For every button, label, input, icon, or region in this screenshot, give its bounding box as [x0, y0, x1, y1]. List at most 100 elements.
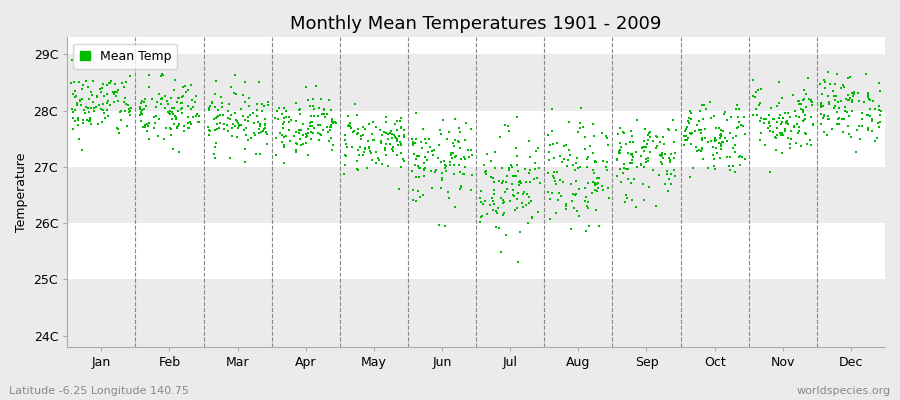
- Point: [781, 110, 796, 116]
- Point: [490, 207, 504, 214]
- Point: [816, 128, 831, 135]
- Point: [616, 169, 630, 176]
- Point: [682, 119, 697, 126]
- Point: [682, 130, 697, 136]
- Point: [842, 113, 856, 120]
- Point: [347, 101, 362, 108]
- Point: [171, 121, 185, 127]
- Point: [626, 139, 640, 145]
- Point: [90, 121, 104, 128]
- Point: [379, 114, 393, 120]
- Point: [366, 137, 381, 144]
- Point: [517, 204, 531, 210]
- Point: [639, 159, 653, 166]
- Point: [590, 188, 605, 194]
- Point: [487, 190, 501, 197]
- Point: [714, 131, 728, 138]
- Point: [155, 95, 169, 102]
- Point: [494, 195, 508, 201]
- Point: [768, 133, 782, 140]
- Point: [442, 129, 456, 135]
- Point: [866, 98, 880, 104]
- Point: [205, 100, 220, 106]
- Point: [868, 138, 883, 144]
- Point: [86, 92, 100, 99]
- Point: [613, 124, 627, 131]
- Point: [394, 150, 409, 156]
- Point: [183, 119, 197, 125]
- Point: [384, 128, 399, 134]
- Point: [457, 137, 472, 144]
- Point: [662, 159, 677, 166]
- Point: [512, 178, 526, 185]
- Point: [351, 130, 365, 136]
- Point: [513, 229, 527, 236]
- Point: [714, 140, 728, 147]
- Point: [299, 130, 313, 137]
- Point: [164, 95, 178, 101]
- Point: [660, 171, 674, 177]
- Point: [814, 91, 829, 98]
- Point: [634, 161, 648, 167]
- Point: [442, 194, 456, 201]
- Point: [508, 173, 523, 179]
- Point: [418, 165, 433, 172]
- Point: [587, 170, 601, 176]
- Point: [444, 151, 458, 158]
- Point: [552, 190, 566, 196]
- Point: [392, 133, 407, 139]
- Point: [248, 132, 262, 138]
- Point: [708, 138, 723, 144]
- Point: [284, 117, 298, 123]
- Point: [324, 124, 338, 130]
- Point: [112, 130, 126, 136]
- Point: [323, 126, 338, 133]
- Point: [599, 166, 614, 173]
- Point: [201, 124, 215, 130]
- Point: [258, 121, 273, 127]
- Point: [406, 142, 420, 148]
- Point: [871, 120, 886, 126]
- Point: [720, 117, 734, 124]
- Point: [472, 218, 487, 225]
- Point: [589, 159, 603, 165]
- Point: [108, 81, 122, 88]
- Point: [392, 138, 407, 145]
- Point: [157, 136, 171, 143]
- Point: [392, 186, 407, 192]
- Point: [236, 112, 250, 119]
- Point: [476, 201, 491, 207]
- Point: [72, 79, 86, 85]
- Point: [277, 105, 292, 112]
- Point: [246, 110, 260, 116]
- Point: [551, 197, 565, 203]
- Point: [388, 121, 402, 128]
- Point: [789, 113, 804, 120]
- Point: [208, 127, 222, 134]
- Point: [798, 112, 813, 119]
- Point: [478, 169, 492, 176]
- Point: [859, 71, 873, 78]
- Point: [279, 114, 293, 120]
- Point: [584, 190, 598, 196]
- Point: [649, 133, 663, 140]
- Point: [320, 111, 334, 117]
- Point: [860, 92, 875, 98]
- Point: [509, 205, 524, 212]
- Point: [81, 104, 95, 111]
- Point: [588, 180, 602, 186]
- Point: [522, 169, 536, 176]
- Point: [170, 99, 184, 105]
- Point: [227, 90, 241, 97]
- Point: [134, 110, 148, 116]
- Point: [588, 159, 602, 165]
- Point: [496, 212, 510, 218]
- Point: [571, 164, 585, 171]
- Point: [419, 156, 434, 163]
- Point: [794, 105, 808, 112]
- Point: [680, 135, 695, 142]
- Point: [591, 179, 606, 186]
- Point: [637, 196, 652, 203]
- Point: [599, 164, 614, 171]
- Point: [550, 140, 564, 146]
